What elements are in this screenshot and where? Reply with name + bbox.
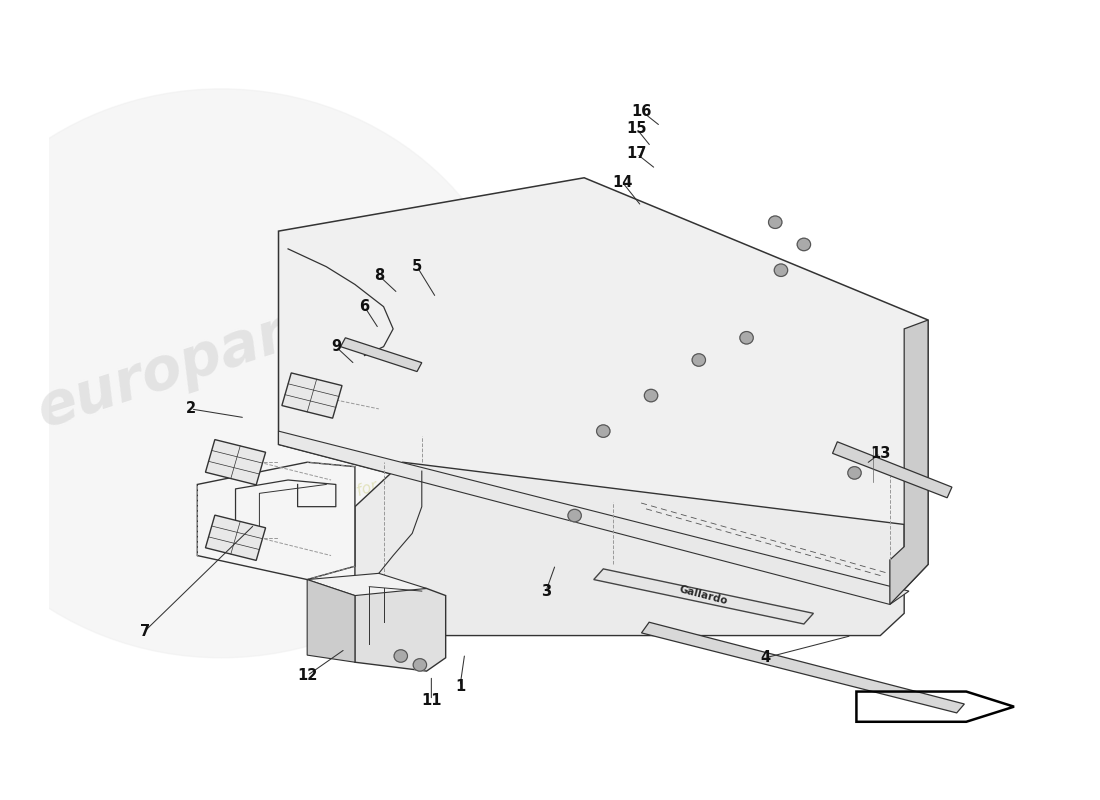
Circle shape: [769, 216, 782, 229]
Circle shape: [798, 238, 811, 250]
Text: Gallardo: Gallardo: [679, 585, 729, 606]
Circle shape: [568, 510, 581, 522]
Text: 14: 14: [613, 174, 632, 190]
Polygon shape: [307, 579, 355, 662]
Polygon shape: [341, 338, 421, 371]
Text: 12: 12: [297, 668, 318, 683]
Polygon shape: [278, 431, 909, 605]
Polygon shape: [890, 320, 928, 605]
Polygon shape: [641, 622, 965, 713]
Polygon shape: [278, 178, 928, 605]
Text: 17: 17: [627, 146, 647, 162]
Polygon shape: [355, 462, 904, 635]
Text: a passion for parts since 1985: a passion for parts since 1985: [280, 437, 505, 523]
Circle shape: [394, 650, 407, 662]
Circle shape: [848, 466, 861, 479]
Polygon shape: [282, 373, 342, 418]
Polygon shape: [833, 442, 952, 498]
Text: 16: 16: [631, 104, 651, 118]
Circle shape: [774, 264, 788, 277]
Circle shape: [0, 89, 527, 658]
Text: 6: 6: [360, 299, 370, 314]
Circle shape: [692, 354, 705, 366]
Text: 2: 2: [186, 402, 196, 416]
Circle shape: [645, 390, 658, 402]
Text: 8: 8: [374, 268, 384, 283]
Text: 4: 4: [760, 650, 771, 666]
Text: 11: 11: [421, 693, 441, 708]
Polygon shape: [197, 462, 355, 579]
Polygon shape: [206, 515, 265, 561]
Polygon shape: [594, 569, 813, 624]
Text: 5: 5: [411, 259, 422, 274]
Polygon shape: [355, 586, 446, 671]
Circle shape: [596, 425, 611, 438]
Polygon shape: [206, 439, 265, 485]
Text: europartes: europartes: [31, 273, 393, 438]
Text: 3: 3: [541, 584, 551, 598]
Circle shape: [740, 331, 754, 344]
Circle shape: [414, 658, 427, 671]
Text: 9: 9: [331, 339, 341, 354]
Text: 15: 15: [627, 122, 647, 136]
Polygon shape: [307, 574, 427, 595]
Text: 13: 13: [870, 446, 891, 461]
Text: 7: 7: [140, 624, 150, 638]
Text: 1: 1: [455, 678, 465, 694]
